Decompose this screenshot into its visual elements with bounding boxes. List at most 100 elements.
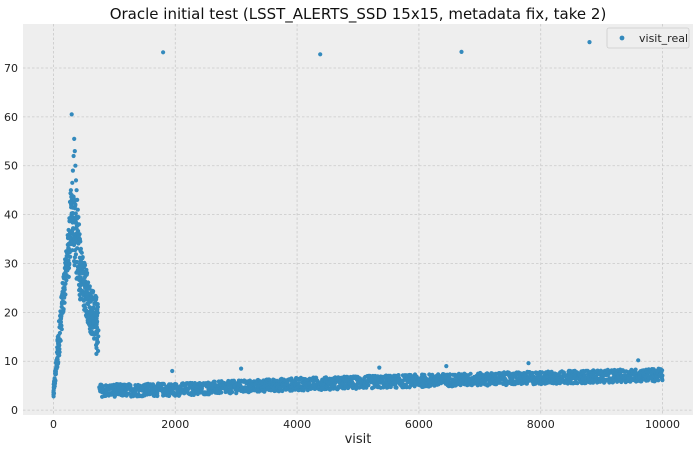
- data-point: [55, 351, 60, 356]
- data-point: [307, 381, 312, 386]
- data-point: [91, 289, 96, 294]
- data-point: [66, 274, 71, 279]
- data-point: [526, 361, 531, 366]
- data-point: [89, 310, 94, 315]
- data-point: [81, 278, 86, 283]
- data-point: [660, 368, 665, 373]
- data-point: [86, 280, 91, 285]
- data-point: [468, 371, 473, 376]
- data-point: [74, 259, 79, 265]
- data-point: [239, 366, 244, 371]
- data-point: [540, 370, 545, 375]
- data-point: [75, 197, 80, 202]
- data-point: [575, 381, 580, 386]
- x-tick-label: 8000: [527, 418, 555, 431]
- data-point: [70, 180, 75, 185]
- data-point: [63, 281, 68, 286]
- data-point: [85, 270, 90, 276]
- data-point: [230, 390, 235, 395]
- y-tick-label: 40: [4, 209, 18, 222]
- data-point: [69, 205, 74, 210]
- data-point: [161, 50, 166, 55]
- data-point: [72, 149, 77, 154]
- data-point: [396, 373, 401, 378]
- data-point: [62, 276, 68, 281]
- data-point: [59, 312, 64, 317]
- data-point: [91, 320, 96, 325]
- data-point: [69, 193, 74, 198]
- data-point: [87, 284, 92, 289]
- data-point: [656, 378, 661, 383]
- data-point: [73, 211, 78, 216]
- data-point: [86, 300, 91, 305]
- data-point: [83, 285, 88, 290]
- legend-box: [606, 27, 690, 49]
- data-point: [660, 373, 665, 378]
- legend-marker: [619, 35, 625, 41]
- data-point: [79, 256, 84, 261]
- data-point: [318, 52, 323, 57]
- data-point: [94, 329, 99, 334]
- data-point: [212, 379, 217, 384]
- data-point: [301, 388, 306, 393]
- data-point: [170, 368, 175, 374]
- data-point: [53, 371, 58, 376]
- data-point: [66, 246, 71, 251]
- y-tick-label: 50: [4, 160, 18, 173]
- data-point: [61, 307, 66, 312]
- data-point: [58, 324, 63, 330]
- data-point: [377, 365, 382, 370]
- data-point: [57, 343, 62, 348]
- data-point: [68, 188, 73, 193]
- plot-area: [23, 24, 693, 415]
- grid-lines: [23, 24, 693, 415]
- data-point: [84, 290, 89, 295]
- data-point: [51, 392, 56, 397]
- data-point: [66, 241, 71, 246]
- data-point: [87, 305, 93, 310]
- data-point: [64, 266, 69, 271]
- data-point: [73, 178, 79, 183]
- y-tick-label: 0: [11, 404, 18, 417]
- data-point: [85, 295, 90, 300]
- data-point: [56, 339, 62, 344]
- data-point: [71, 153, 76, 159]
- data-point: [444, 364, 449, 369]
- data-point: [61, 288, 66, 293]
- data-point: [67, 229, 72, 234]
- data-point: [69, 112, 74, 117]
- y-tick-label: 30: [4, 257, 18, 270]
- data-point: [73, 163, 78, 168]
- data-point: [60, 300, 65, 305]
- data-point: [90, 315, 95, 320]
- data-point: [70, 168, 75, 173]
- data-point: [394, 385, 399, 390]
- data-point: [94, 295, 99, 300]
- x-tick-label: 6000: [405, 418, 433, 431]
- data-point: [150, 382, 156, 387]
- data-point: [80, 271, 85, 276]
- data-point: [74, 188, 79, 193]
- data-point: [155, 393, 160, 399]
- data-point: [54, 364, 59, 369]
- data-point: [459, 49, 464, 55]
- data-point: [161, 382, 166, 387]
- y-tick-label: 10: [4, 355, 18, 368]
- data-point: [274, 378, 280, 383]
- data-point: [73, 202, 78, 207]
- data-point: [78, 239, 83, 244]
- x-tick-label: 0: [50, 418, 57, 431]
- data-point: [77, 232, 82, 237]
- y-tick-labels: 0 10 20 30 40 50 60 70: [4, 62, 18, 417]
- data-point: [63, 292, 68, 297]
- data-point: [56, 360, 61, 365]
- data-point: [57, 346, 62, 352]
- data-point: [636, 358, 641, 363]
- data-point: [68, 217, 73, 222]
- data-point: [75, 246, 80, 251]
- data-point: [587, 40, 592, 45]
- data-point: [57, 330, 63, 336]
- data-point: [72, 136, 77, 141]
- data-point: [612, 367, 617, 373]
- y-tick-label: 70: [4, 62, 18, 75]
